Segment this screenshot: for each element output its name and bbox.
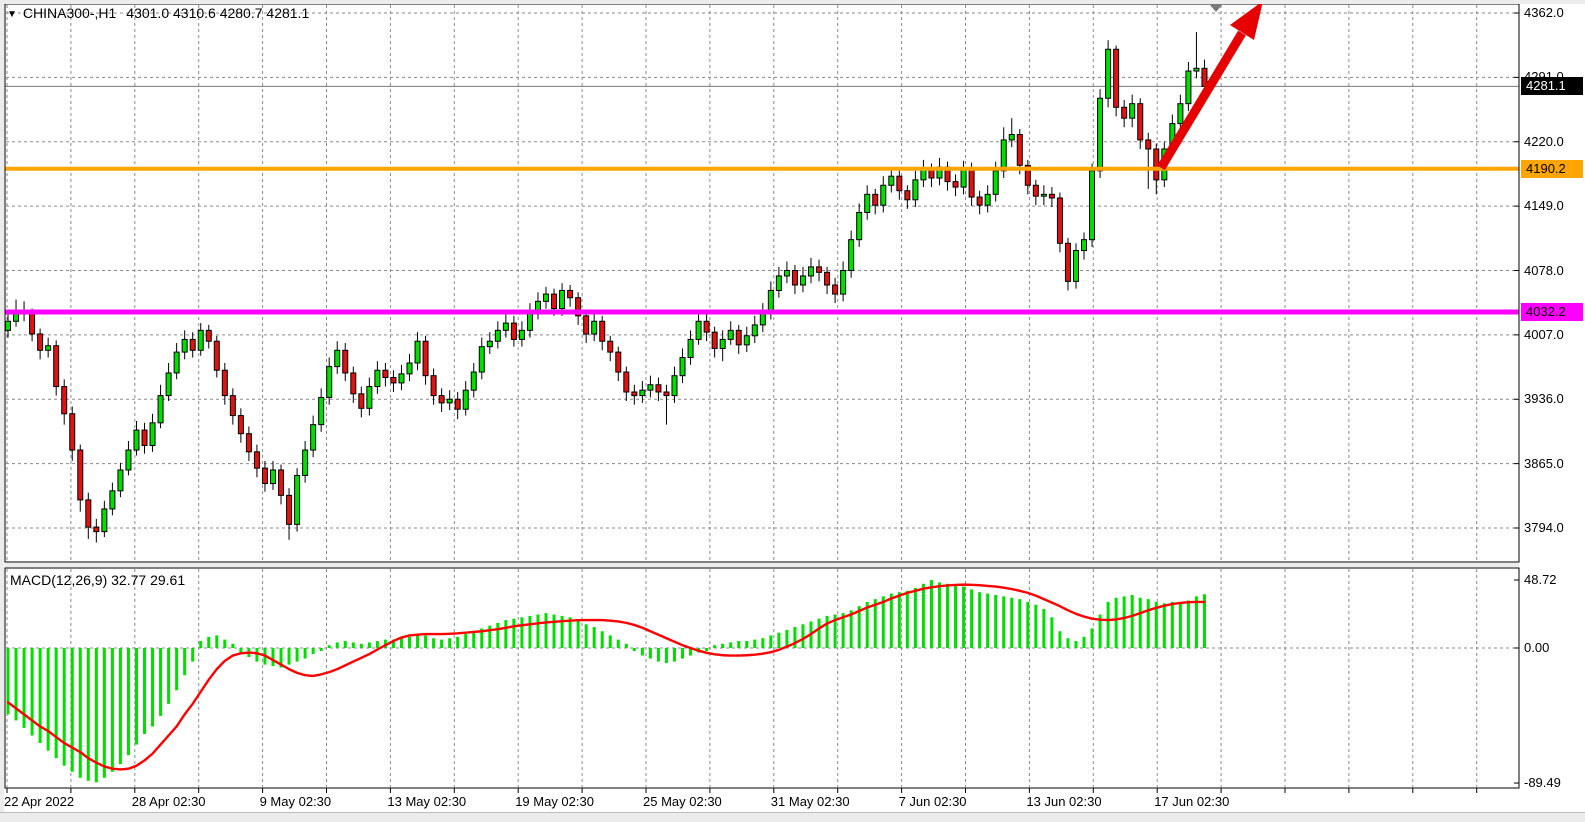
- window-frame-top: [0, 0, 1585, 4]
- time-tick-label: 13 Jun 02:30: [1026, 794, 1102, 809]
- resistance-price-badge: 4190.2: [1521, 159, 1583, 178]
- macd-indicator-label: MACD(12,26,9) 32.77 29.61: [10, 572, 186, 588]
- macd-tick-label: 0.00: [1524, 640, 1550, 655]
- price-tick-label: 3936.0: [1524, 391, 1564, 407]
- price-tick-label: 4149.0: [1524, 198, 1564, 214]
- price-tick-label: 4362.0: [1524, 5, 1564, 20]
- symbol-title: ▼ CHINA300-,H1 4301.0 4310.6 4280.7 4281.1: [7, 5, 309, 21]
- symbol-period-label: CHINA300-,H1: [22, 5, 117, 21]
- time-tick-label: 28 Apr 02:30: [131, 794, 206, 809]
- time-tick-label: 19 May 02:30: [515, 794, 594, 809]
- price-tick-label: 3865.0: [1524, 455, 1564, 471]
- price-tick-label: 3794.0: [1524, 520, 1564, 535]
- time-tick-label: 25 May 02:30: [643, 794, 722, 809]
- support-price-badge: 4032.2: [1521, 303, 1583, 322]
- time-tick-label: 31 May 02:30: [770, 794, 850, 809]
- window-bottom-strip: [0, 812, 1585, 822]
- window-frame-left: [0, 0, 4, 822]
- current-price-badge: 4281.1: [1521, 77, 1583, 96]
- price-tick-label: 4007.0: [1524, 326, 1564, 342]
- macd-tick-label: -89.49: [1524, 775, 1561, 791]
- time-tick-label: 13 May 02:30: [387, 794, 467, 809]
- time-tick-label: 17 Jun 02:30: [1154, 794, 1230, 809]
- time-tick-label: 7 Jun 02:30: [898, 794, 967, 809]
- time-tick-label: 9 May 02:30: [259, 794, 332, 809]
- ohlc-values-label: 4301.0 4310.6 4280.7 4281.1: [126, 5, 310, 21]
- top-marker-triangle-icon: [1209, 4, 1223, 12]
- price-tick-label: 4220.0: [1524, 133, 1564, 149]
- symbol-dropdown-triangle-icon[interactable]: ▼: [7, 9, 17, 20]
- macd-tick-label: 48.72: [1524, 572, 1557, 587]
- time-tick-label: 22 Apr 2022: [4, 794, 75, 809]
- price-tick-label: 4078.0: [1524, 262, 1564, 278]
- trend-arrow-annotation[interactable]: [1157, 1, 1263, 171]
